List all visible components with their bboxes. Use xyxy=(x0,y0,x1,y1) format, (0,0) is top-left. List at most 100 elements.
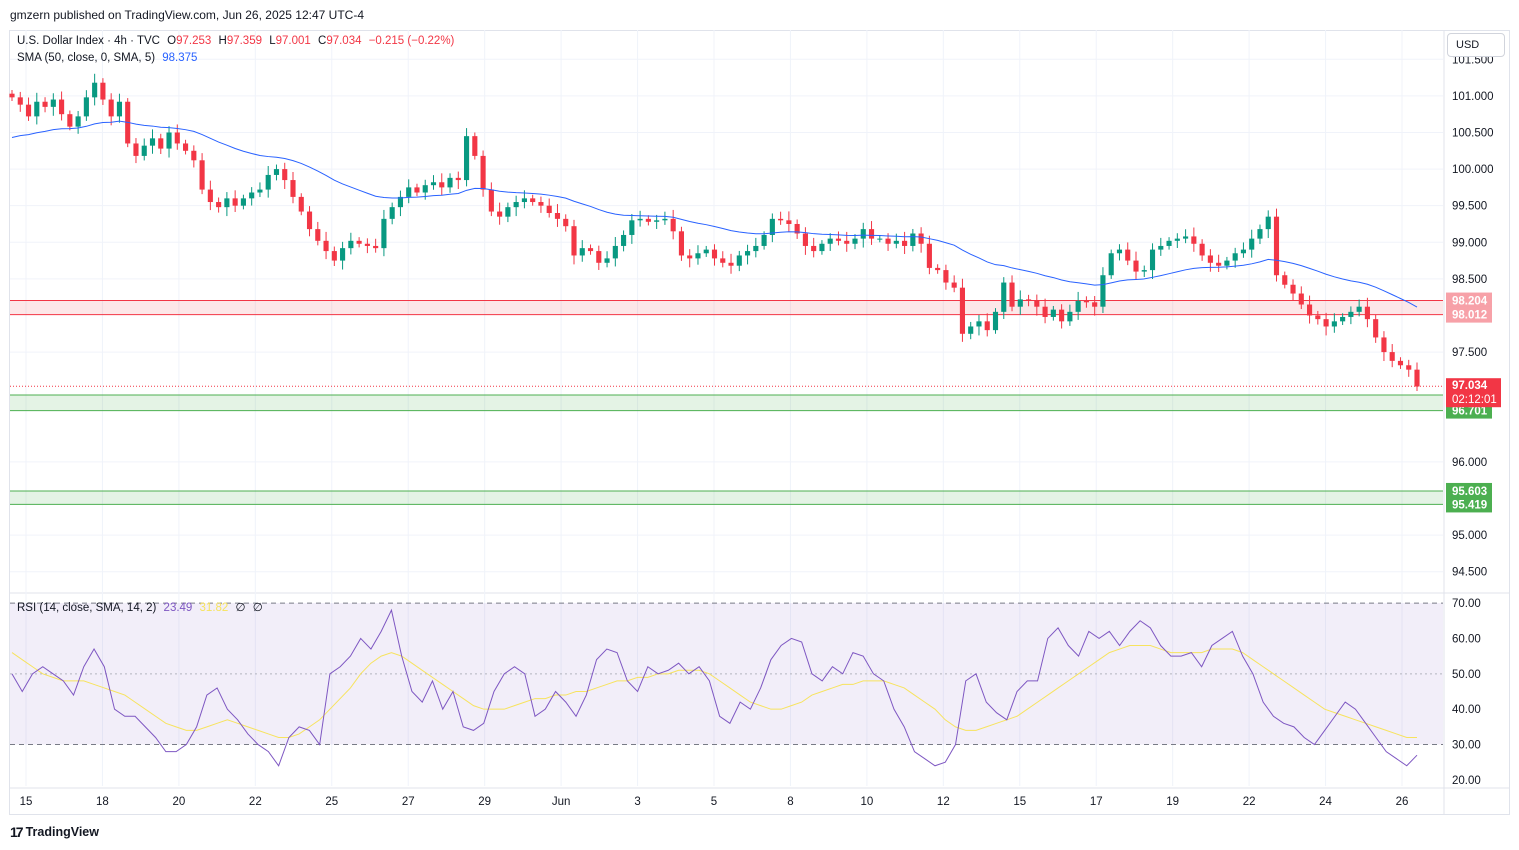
candle-body xyxy=(1232,253,1238,261)
candle-body xyxy=(612,245,618,259)
candle-body xyxy=(1381,337,1387,353)
support-zone xyxy=(10,490,1443,505)
price-tick-label: 99.000 xyxy=(1452,237,1487,249)
candle-body xyxy=(844,240,850,244)
candle-body xyxy=(546,205,552,214)
tradingview-logo-icon: 17 xyxy=(10,824,24,840)
last-price-countdown: 02:12:01 xyxy=(1452,394,1497,406)
candle-body xyxy=(166,132,172,149)
candle-body xyxy=(34,101,40,117)
candle-body xyxy=(83,97,89,117)
candle-body xyxy=(430,182,437,186)
sma-label: SMA (50, close, 0, SMA, 5) xyxy=(17,52,156,64)
candle-body xyxy=(1009,282,1015,307)
candle-body xyxy=(455,177,461,181)
rsi-value: 23.49 xyxy=(163,602,193,614)
candle-body xyxy=(1025,299,1032,301)
candle-body xyxy=(373,245,379,249)
candle-body xyxy=(42,101,48,107)
candle-body xyxy=(133,143,139,156)
candle-body xyxy=(654,220,660,222)
candle-body xyxy=(645,218,651,222)
candles xyxy=(9,73,1420,392)
candle-body xyxy=(290,180,296,197)
time-tick-label: 26 xyxy=(1396,796,1409,808)
time-tick-label: Jun xyxy=(552,796,571,808)
zone-price-tag xyxy=(1446,496,1492,513)
candle-body xyxy=(1249,238,1255,250)
candle-body xyxy=(1373,319,1379,338)
candle-body xyxy=(1075,300,1081,312)
candle-body xyxy=(1306,304,1313,316)
time-tick-label: 29 xyxy=(478,796,491,808)
time-tick-label: 5 xyxy=(711,796,717,808)
price-tick-label: 94.500 xyxy=(1452,567,1487,579)
candle-body xyxy=(480,155,486,190)
candle-body xyxy=(1207,255,1213,263)
candle-body xyxy=(67,114,73,127)
support-zone xyxy=(10,394,1443,411)
time-tick-label: 15 xyxy=(20,796,33,808)
candle-body xyxy=(397,196,404,208)
zone-price-tag xyxy=(1446,306,1492,323)
candle-body xyxy=(1356,306,1362,312)
candle-body xyxy=(1059,309,1065,322)
zone-price-label: 98.204 xyxy=(1452,296,1488,308)
candle-body xyxy=(811,245,817,252)
sma-legend: SMA (50, close, 0, SMA, 5) 98.375 xyxy=(17,52,201,64)
symbol-legend: U.S. Dollar Index · 4h · TVC O97.253 H97… xyxy=(17,35,458,47)
ohlc-high: H97.359 xyxy=(218,35,263,47)
candle-body xyxy=(968,326,974,334)
candle-body xyxy=(381,218,387,249)
candle-body xyxy=(265,174,271,190)
candle-body xyxy=(414,187,420,193)
candle-body xyxy=(513,202,519,208)
price-tick-label: 101.500 xyxy=(1452,54,1494,66)
candle-body xyxy=(860,229,866,239)
candle-body xyxy=(1323,319,1329,327)
candle-body xyxy=(59,99,65,115)
candle-body xyxy=(538,202,544,206)
rsi-ma-line xyxy=(11,645,1417,738)
candle-body xyxy=(463,136,470,181)
candle-body xyxy=(1224,260,1230,266)
candle-body xyxy=(1042,306,1048,317)
candle-body xyxy=(761,234,767,246)
candle-body xyxy=(835,238,842,241)
price-tick-label: 100.500 xyxy=(1452,127,1494,139)
candle-body xyxy=(744,251,751,256)
candle-body xyxy=(1257,229,1263,239)
candle-body xyxy=(703,249,709,254)
currency-selector[interactable]: USD xyxy=(1447,33,1505,57)
candle-body xyxy=(662,218,668,221)
candle-body xyxy=(720,258,726,263)
candle-body xyxy=(356,240,362,244)
time-tick-label: 27 xyxy=(402,796,415,808)
candle-body xyxy=(670,218,676,232)
candle-body xyxy=(695,253,701,259)
candle-body xyxy=(282,169,288,181)
candle-body xyxy=(1125,249,1131,261)
candle-body xyxy=(1166,240,1172,246)
rsi-ma-value: 31.82 xyxy=(199,602,229,614)
candle-body xyxy=(1017,299,1023,307)
candle-body xyxy=(323,240,329,252)
candle-body xyxy=(753,245,759,252)
candle-body xyxy=(505,207,511,217)
candle-body xyxy=(868,229,875,239)
candle-body xyxy=(678,231,685,256)
price-tick-label: 98.500 xyxy=(1452,274,1487,286)
candle-body xyxy=(240,198,246,206)
time-tick-label: 8 xyxy=(787,796,793,808)
published-caption: gmzern published on TradingView.com, Jun… xyxy=(10,8,364,22)
candle-body xyxy=(571,226,577,256)
candle-body xyxy=(315,229,321,241)
candle-body xyxy=(530,198,536,203)
candle-body xyxy=(621,234,627,246)
candle-body xyxy=(364,243,370,246)
rsi-line xyxy=(11,608,1418,767)
candle-body xyxy=(902,240,908,246)
candle-body xyxy=(1034,300,1040,307)
candle-body xyxy=(1273,216,1280,276)
